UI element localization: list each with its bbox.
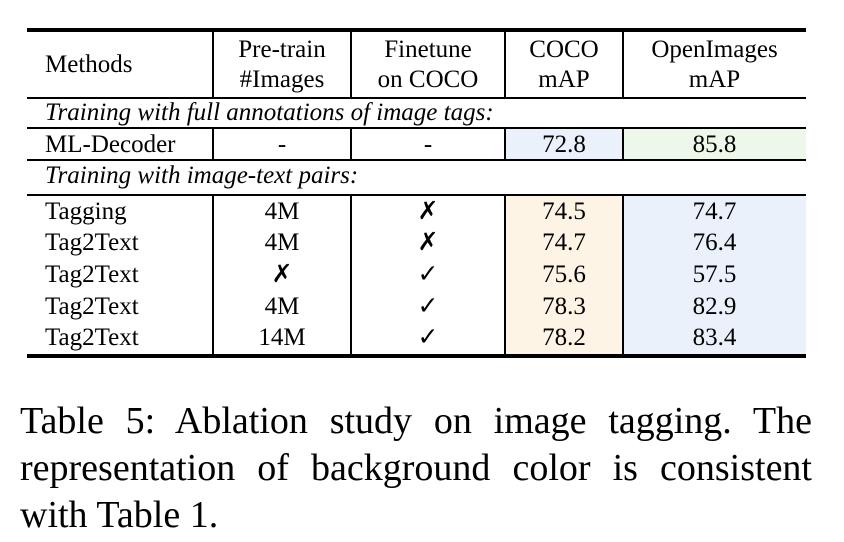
- row-method: Tagging: [45, 197, 127, 225]
- coco-highlight: [505, 196, 623, 355]
- row-coco: 75.6: [542, 260, 586, 288]
- row-coco: 74.7: [542, 229, 586, 257]
- ablation-table: Methods Pre-train #Images Finetune on CO…: [27, 28, 806, 360]
- header-methods: Methods: [45, 51, 133, 78]
- column-divider: [504, 128, 506, 160]
- row-pretrain: 4M: [264, 197, 300, 225]
- column-divider: [212, 128, 214, 160]
- row-finetune: ✗: [417, 197, 439, 225]
- section2-top-rule: [27, 159, 806, 161]
- row-pretrain: 4M: [264, 292, 300, 320]
- header-coco: COCO mAP: [505, 32, 623, 98]
- header-finetune: Finetune on COCO: [351, 32, 505, 98]
- row-openimages: 74.7: [692, 197, 737, 225]
- section2-rule: [27, 194, 806, 196]
- row-finetune: -: [423, 130, 433, 158]
- section1-heading: Training with full annotations of image …: [45, 99, 494, 126]
- column-divider: [212, 195, 214, 355]
- header-pretrain-line2: #Images: [239, 66, 325, 93]
- header-coco-line2: mAP: [538, 66, 590, 93]
- row-coco: 74.5: [542, 197, 586, 225]
- row-method: Tag2Text: [45, 292, 139, 320]
- row-openimages: 82.9: [692, 292, 737, 320]
- header-finetune-line2: on COCO: [377, 66, 479, 93]
- header-finetune-line1: Finetune: [384, 36, 472, 63]
- row-openimages: 85.8: [623, 129, 806, 160]
- row-pretrain: 4M: [264, 229, 300, 257]
- row-method: Tag2Text: [45, 324, 139, 352]
- row-finetune: ✓: [417, 324, 439, 352]
- column-divider: [504, 195, 506, 355]
- row-method: ML-Decoder: [45, 130, 176, 158]
- row-method: Tag2Text: [45, 229, 139, 257]
- top-rule: [27, 28, 806, 32]
- bottom-rule: [27, 354, 806, 358]
- column-divider: [350, 195, 352, 355]
- column-divider: [212, 32, 214, 98]
- section1-rule: [27, 127, 806, 129]
- header-rule: [27, 97, 806, 99]
- column-divider: [350, 32, 352, 98]
- row-openimages: 76.4: [692, 229, 737, 257]
- row-pretrain: -: [277, 130, 287, 158]
- row-coco: 72.8: [505, 129, 623, 160]
- section2-heading: Training with image-text pairs:: [45, 162, 359, 189]
- column-divider: [504, 32, 506, 98]
- column-divider: [622, 195, 624, 355]
- column-divider: [622, 128, 624, 160]
- row-openimages: 57.5: [692, 260, 737, 288]
- header-coco-line1: COCO: [529, 36, 599, 63]
- row-finetune: ✓: [417, 260, 439, 288]
- row-coco: 78.2: [542, 324, 586, 352]
- row-method: Tag2Text: [45, 260, 139, 288]
- row-finetune: ✓: [417, 292, 439, 320]
- row-coco: 78.3: [542, 292, 586, 320]
- column-divider: [622, 32, 624, 98]
- header-pretrain: Pre-train #Images: [213, 32, 351, 98]
- row-finetune: ✗: [417, 229, 439, 257]
- row-pretrain: 14M: [258, 324, 306, 352]
- openimages-highlight: [623, 196, 806, 355]
- table-caption: Table 5: Ablation study on image tagging…: [20, 400, 812, 536]
- row-openimages: 83.4: [692, 324, 737, 352]
- column-divider: [350, 128, 352, 160]
- header-openimages-line1: OpenImages: [651, 36, 778, 63]
- row-pretrain: ✗: [271, 260, 293, 288]
- header-openimages-line2: mAP: [688, 66, 741, 93]
- header-pretrain-line1: Pre-train: [238, 36, 326, 63]
- header-openimages: OpenImages mAP: [623, 32, 806, 98]
